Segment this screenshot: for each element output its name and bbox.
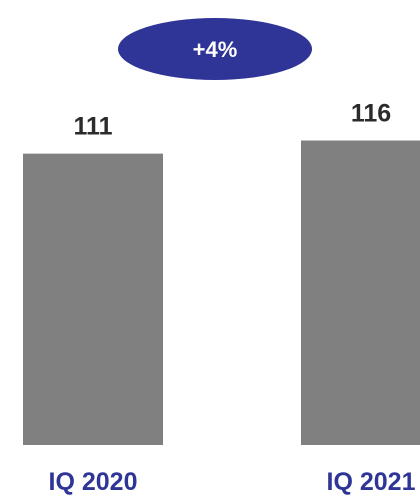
change-badge-pill bbox=[118, 18, 312, 80]
change-badge-label: +4% bbox=[193, 37, 238, 62]
bar-value-label: 116 bbox=[351, 100, 391, 128]
bar-1 bbox=[23, 153, 163, 445]
category-label: IQ 2020 bbox=[49, 468, 138, 496]
bar-2 bbox=[301, 140, 420, 445]
bar-value-label: 111 bbox=[74, 113, 113, 141]
change-badge: +4% bbox=[118, 18, 312, 80]
category-label: IQ 2021 bbox=[327, 468, 416, 496]
bars-layer: 111 IQ 2020 116 IQ 2021 bbox=[23, 100, 420, 496]
